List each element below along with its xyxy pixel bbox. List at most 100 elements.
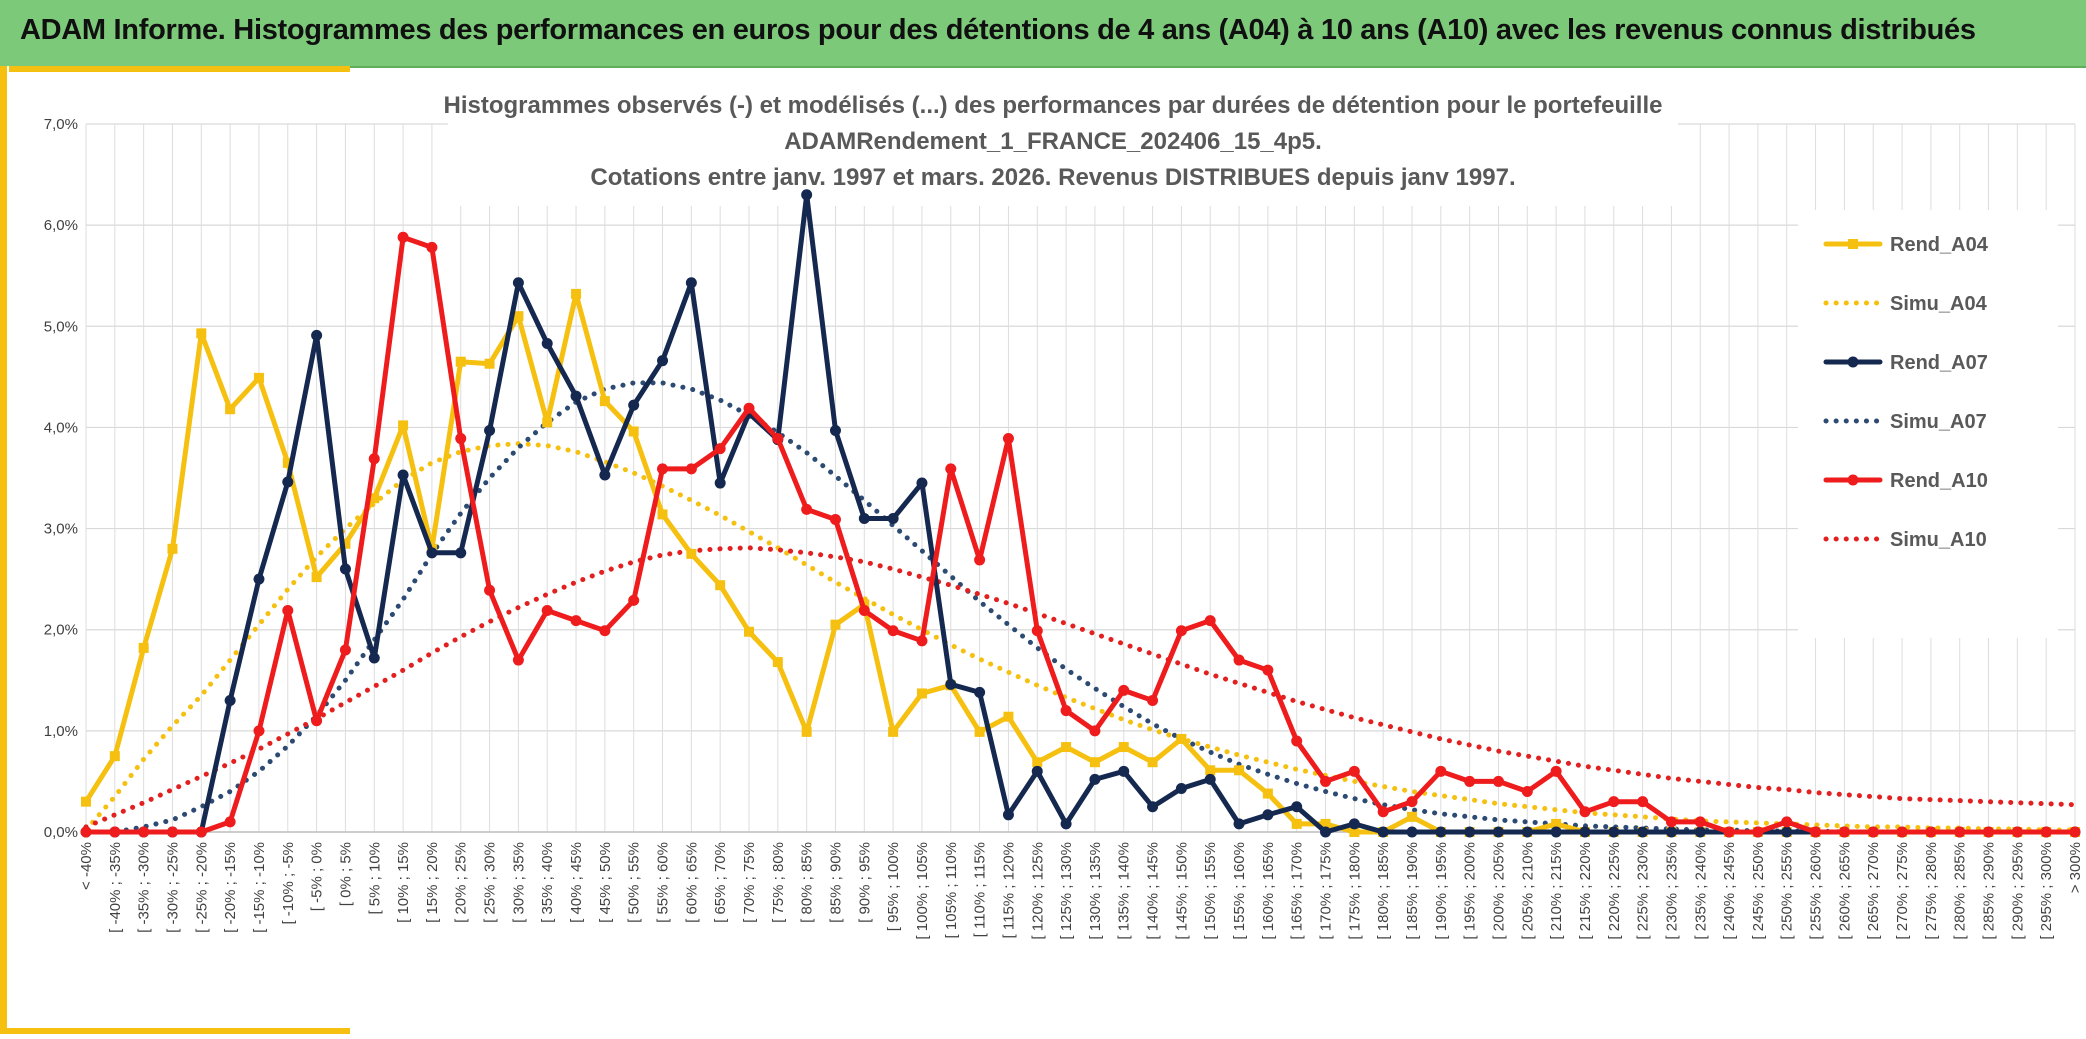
legend-marker	[1848, 239, 1858, 249]
x-tick-label: [ 230% ; 235%	[1663, 842, 1680, 940]
data-point	[801, 189, 813, 201]
data-point	[1752, 826, 1764, 838]
data-point	[1147, 801, 1159, 813]
data-point	[599, 469, 611, 481]
data-point	[1406, 826, 1418, 838]
data-point	[1521, 826, 1533, 838]
data-point	[1781, 816, 1793, 828]
data-point	[715, 580, 726, 591]
x-tick-label: [ 55% ; 60%	[655, 842, 672, 923]
data-point	[1492, 775, 1504, 787]
data-point	[253, 372, 264, 383]
series-group	[80, 189, 2081, 838]
data-point	[1118, 742, 1129, 753]
data-point	[887, 512, 899, 524]
data-point	[282, 457, 293, 468]
x-tick-label: [ 275% ; 280%	[1923, 842, 1940, 940]
chart-container: 0,0% 1,0% 2,0% 3,0% 4,0% 5,0% 6,0% 7,0% < -40% […	[8, 66, 2086, 1034]
data-point	[1262, 809, 1274, 821]
x-tick-label: [ 60% ; 65%	[683, 842, 700, 923]
data-point	[1003, 711, 1014, 722]
x-tick-label: [ 185% ; 190%	[1404, 842, 1421, 940]
data-point	[2069, 826, 2081, 838]
chart-title-line: Cotations entre janv. 1997 et mars. 2026…	[590, 164, 1515, 191]
series-line	[83, 545, 2078, 830]
x-tick-label: [ -15% ; -10%	[251, 842, 268, 933]
data-point	[1175, 783, 1187, 795]
x-tick-label: [ -20% ; -15%	[222, 842, 239, 933]
x-tick-label: [ 235% ; 240%	[1692, 842, 1709, 940]
x-tick-label: [ 170% ; 175%	[1318, 842, 1335, 940]
x-tick-label: [ -10% ; -5%	[280, 842, 297, 925]
data-point	[1464, 826, 1476, 838]
data-point	[1550, 826, 1562, 838]
data-point	[339, 644, 351, 656]
data-point	[1579, 826, 1591, 838]
legend-item-Simu_A04: Simu_A04	[1823, 293, 1988, 315]
legend-label: Rend_A04	[1890, 234, 1989, 256]
x-tick-label: [ 75% ; 80%	[770, 842, 787, 923]
data-point	[196, 328, 207, 339]
x-tick-label: [ 190% ; 195%	[1433, 842, 1450, 940]
series-Rend_A10	[80, 231, 2081, 838]
legend: Rend_A04 Simu_A04 Rend_A07 Simu_A07 Rend_A10…	[1823, 234, 1989, 551]
frame-accent-left	[0, 66, 9, 1034]
x-tick-label: [ 85% ; 90%	[827, 842, 844, 923]
data-point	[1262, 788, 1273, 799]
x-tick-label: [ -35% ; -30%	[136, 842, 153, 933]
chart-title-background	[448, 86, 1678, 206]
data-point	[686, 548, 697, 559]
x-tick-label: [ 35% ; 40%	[539, 842, 556, 923]
x-tick-label: [ 265% ; 270%	[1865, 842, 1882, 940]
data-point	[1435, 826, 1447, 838]
data-point	[916, 477, 928, 489]
data-point	[974, 554, 986, 566]
frame-accent-top	[0, 66, 350, 72]
series-line	[83, 441, 2078, 833]
x-tick-label: [ 165% ; 170%	[1289, 842, 1306, 940]
data-point	[714, 477, 726, 489]
data-point	[1954, 826, 1966, 838]
x-tick-label: [ -5% ; 0%	[309, 842, 326, 911]
x-tick-label: [ 70% ; 75%	[741, 842, 758, 923]
data-point	[541, 604, 553, 616]
data-point	[195, 826, 207, 838]
chart-title: Histogrammes observés (-) et modélisés (…	[444, 92, 1663, 191]
data-point	[1089, 725, 1101, 737]
legend-marker	[1847, 356, 1859, 368]
data-point	[282, 476, 294, 488]
x-tick-label: [ 260% ; 265%	[1836, 842, 1853, 940]
data-point	[858, 512, 870, 524]
frame-accent-bottom	[0, 1028, 350, 1034]
data-point	[974, 686, 986, 698]
y-tick-label: 4,0%	[44, 419, 78, 436]
header-banner: ADAM Informe. Histogrammes des performan…	[0, 0, 2086, 68]
data-point	[858, 604, 870, 616]
data-point	[685, 277, 697, 289]
data-point	[599, 625, 611, 637]
data-point	[1348, 765, 1360, 777]
data-point	[1608, 826, 1620, 838]
legend-marker	[1847, 474, 1859, 486]
y-axis-ticks: 0,0% 1,0% 2,0% 3,0% 4,0% 5,0% 6,0% 7,0%	[44, 116, 78, 841]
data-point	[743, 402, 755, 414]
legend-label: Rend_A07	[1890, 352, 1988, 374]
x-tick-label: [ 215% ; 220%	[1577, 842, 1594, 940]
data-point	[1551, 818, 1562, 829]
data-point	[109, 751, 120, 762]
y-tick-label: 0,0%	[44, 824, 78, 841]
legend-item-Simu_A07: Simu_A07	[1823, 411, 1987, 433]
chart-title-line: ADAMRendement_1_FRANCE_202406_15_4p5.	[784, 128, 1322, 155]
x-tick-label: [ 255% ; 260%	[1808, 842, 1825, 940]
data-point	[1492, 826, 1504, 838]
x-tick-label: < -40%	[78, 842, 95, 890]
data-point	[1233, 654, 1245, 666]
data-point	[657, 509, 668, 520]
y-tick-label: 2,0%	[44, 622, 78, 639]
data-point	[945, 678, 957, 690]
data-point	[368, 652, 380, 664]
data-point	[772, 433, 784, 445]
data-point	[1349, 827, 1360, 837]
data-point	[628, 399, 640, 411]
legend-label: Rend_A10	[1890, 470, 1988, 492]
